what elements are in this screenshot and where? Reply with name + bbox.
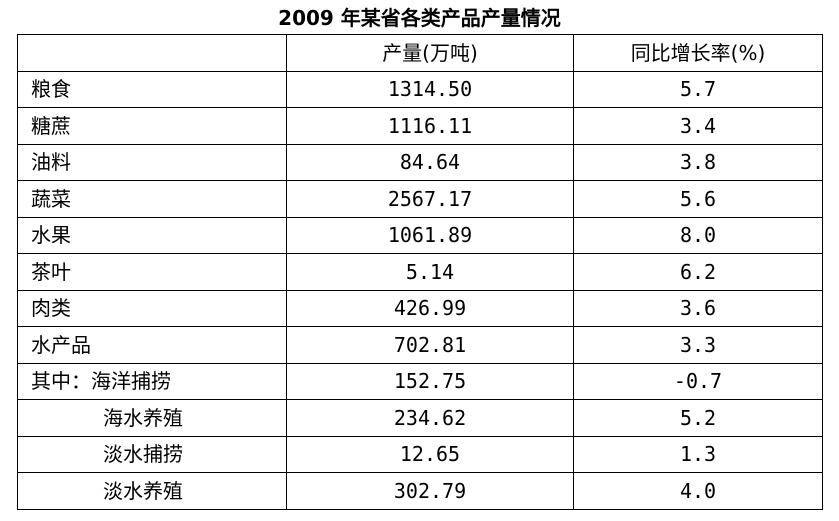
- growth-rate-cell: 3.8: [573, 143, 823, 181]
- growth-rate-cell: 3.6: [573, 289, 823, 327]
- output-cell: 1314.50: [286, 70, 574, 108]
- product-name-cell: 糖蔗: [17, 107, 287, 145]
- table-row: 蔬菜 2567.17 5.6: [17, 180, 823, 218]
- table-body: 粮食 1314.50 5.7 糖蔗 1116.11 3.4 油料 84.64 3.8 蔬菜 2567…: [17, 70, 823, 510]
- output-cell: 152.75: [286, 362, 574, 400]
- header-output: 产量(万吨): [286, 34, 574, 72]
- production-table: 产量(万吨) 同比增长率(%) 粮食 1314.50 5.7 糖蔗 1116.11 3.4…: [17, 34, 823, 510]
- product-name-cell: 其中：海洋捕捞: [17, 362, 287, 400]
- table-row: 淡水捕捞 12.65 1.3: [17, 435, 823, 473]
- product-name-cell: 油料: [17, 143, 287, 181]
- output-cell: 702.81: [286, 326, 574, 364]
- product-name-cell: 茶叶: [17, 253, 287, 291]
- growth-rate-cell: 1.3: [573, 435, 823, 473]
- table-row: 淡水养殖 302.79 4.0: [17, 472, 823, 510]
- output-cell: 2567.17: [286, 180, 574, 218]
- output-cell: 84.64: [286, 143, 574, 181]
- table-row: 糖蔗 1116.11 3.4: [17, 107, 823, 145]
- table-row: 水产品 702.81 3.3: [17, 326, 823, 364]
- growth-rate-cell: 3.3: [573, 326, 823, 364]
- product-name-cell: 蔬菜: [17, 180, 287, 218]
- output-cell: 234.62: [286, 399, 574, 437]
- table-row: 海水养殖 234.62 5.2: [17, 399, 823, 437]
- table-row: 其中：海洋捕捞 152.75 -0.7: [17, 362, 823, 400]
- product-name-cell: 粮食: [17, 70, 287, 108]
- output-cell: 1061.89: [286, 216, 574, 254]
- output-cell: 426.99: [286, 289, 574, 327]
- header-row: 产量(万吨) 同比增长率(%): [17, 34, 823, 72]
- table-row: 水果 1061.89 8.0: [17, 216, 823, 254]
- table-title: 2009 年某省各类产品产量情况: [278, 6, 561, 30]
- growth-rate-cell: 3.4: [573, 107, 823, 145]
- product-name-cell: 水产品: [17, 326, 287, 364]
- table-row: 油料 84.64 3.8: [17, 143, 823, 181]
- growth-rate-cell: 6.2: [573, 253, 823, 291]
- product-name-cell: 淡水养殖: [17, 472, 287, 510]
- output-cell: 1116.11: [286, 107, 574, 145]
- header-growth: 同比增长率(%): [573, 34, 823, 72]
- growth-rate-cell: 5.2: [573, 399, 823, 437]
- growth-rate-cell: -0.7: [573, 362, 823, 400]
- product-name-cell: 海水养殖: [17, 399, 287, 437]
- product-name-cell: 水果: [17, 216, 287, 254]
- header-category: [17, 34, 287, 72]
- output-cell: 5.14: [286, 253, 574, 291]
- product-name-cell: 淡水捕捞: [17, 435, 287, 473]
- output-cell: 12.65: [286, 435, 574, 473]
- growth-rate-cell: 5.7: [573, 70, 823, 108]
- growth-rate-cell: 4.0: [573, 472, 823, 510]
- growth-rate-cell: 8.0: [573, 216, 823, 254]
- product-name-cell: 肉类: [17, 289, 287, 327]
- table-row: 茶叶 5.14 6.2: [17, 253, 823, 291]
- growth-rate-cell: 5.6: [573, 180, 823, 218]
- table-row: 肉类 426.99 3.6: [17, 289, 823, 327]
- output-cell: 302.79: [286, 472, 574, 510]
- table-row: 粮食 1314.50 5.7: [17, 70, 823, 108]
